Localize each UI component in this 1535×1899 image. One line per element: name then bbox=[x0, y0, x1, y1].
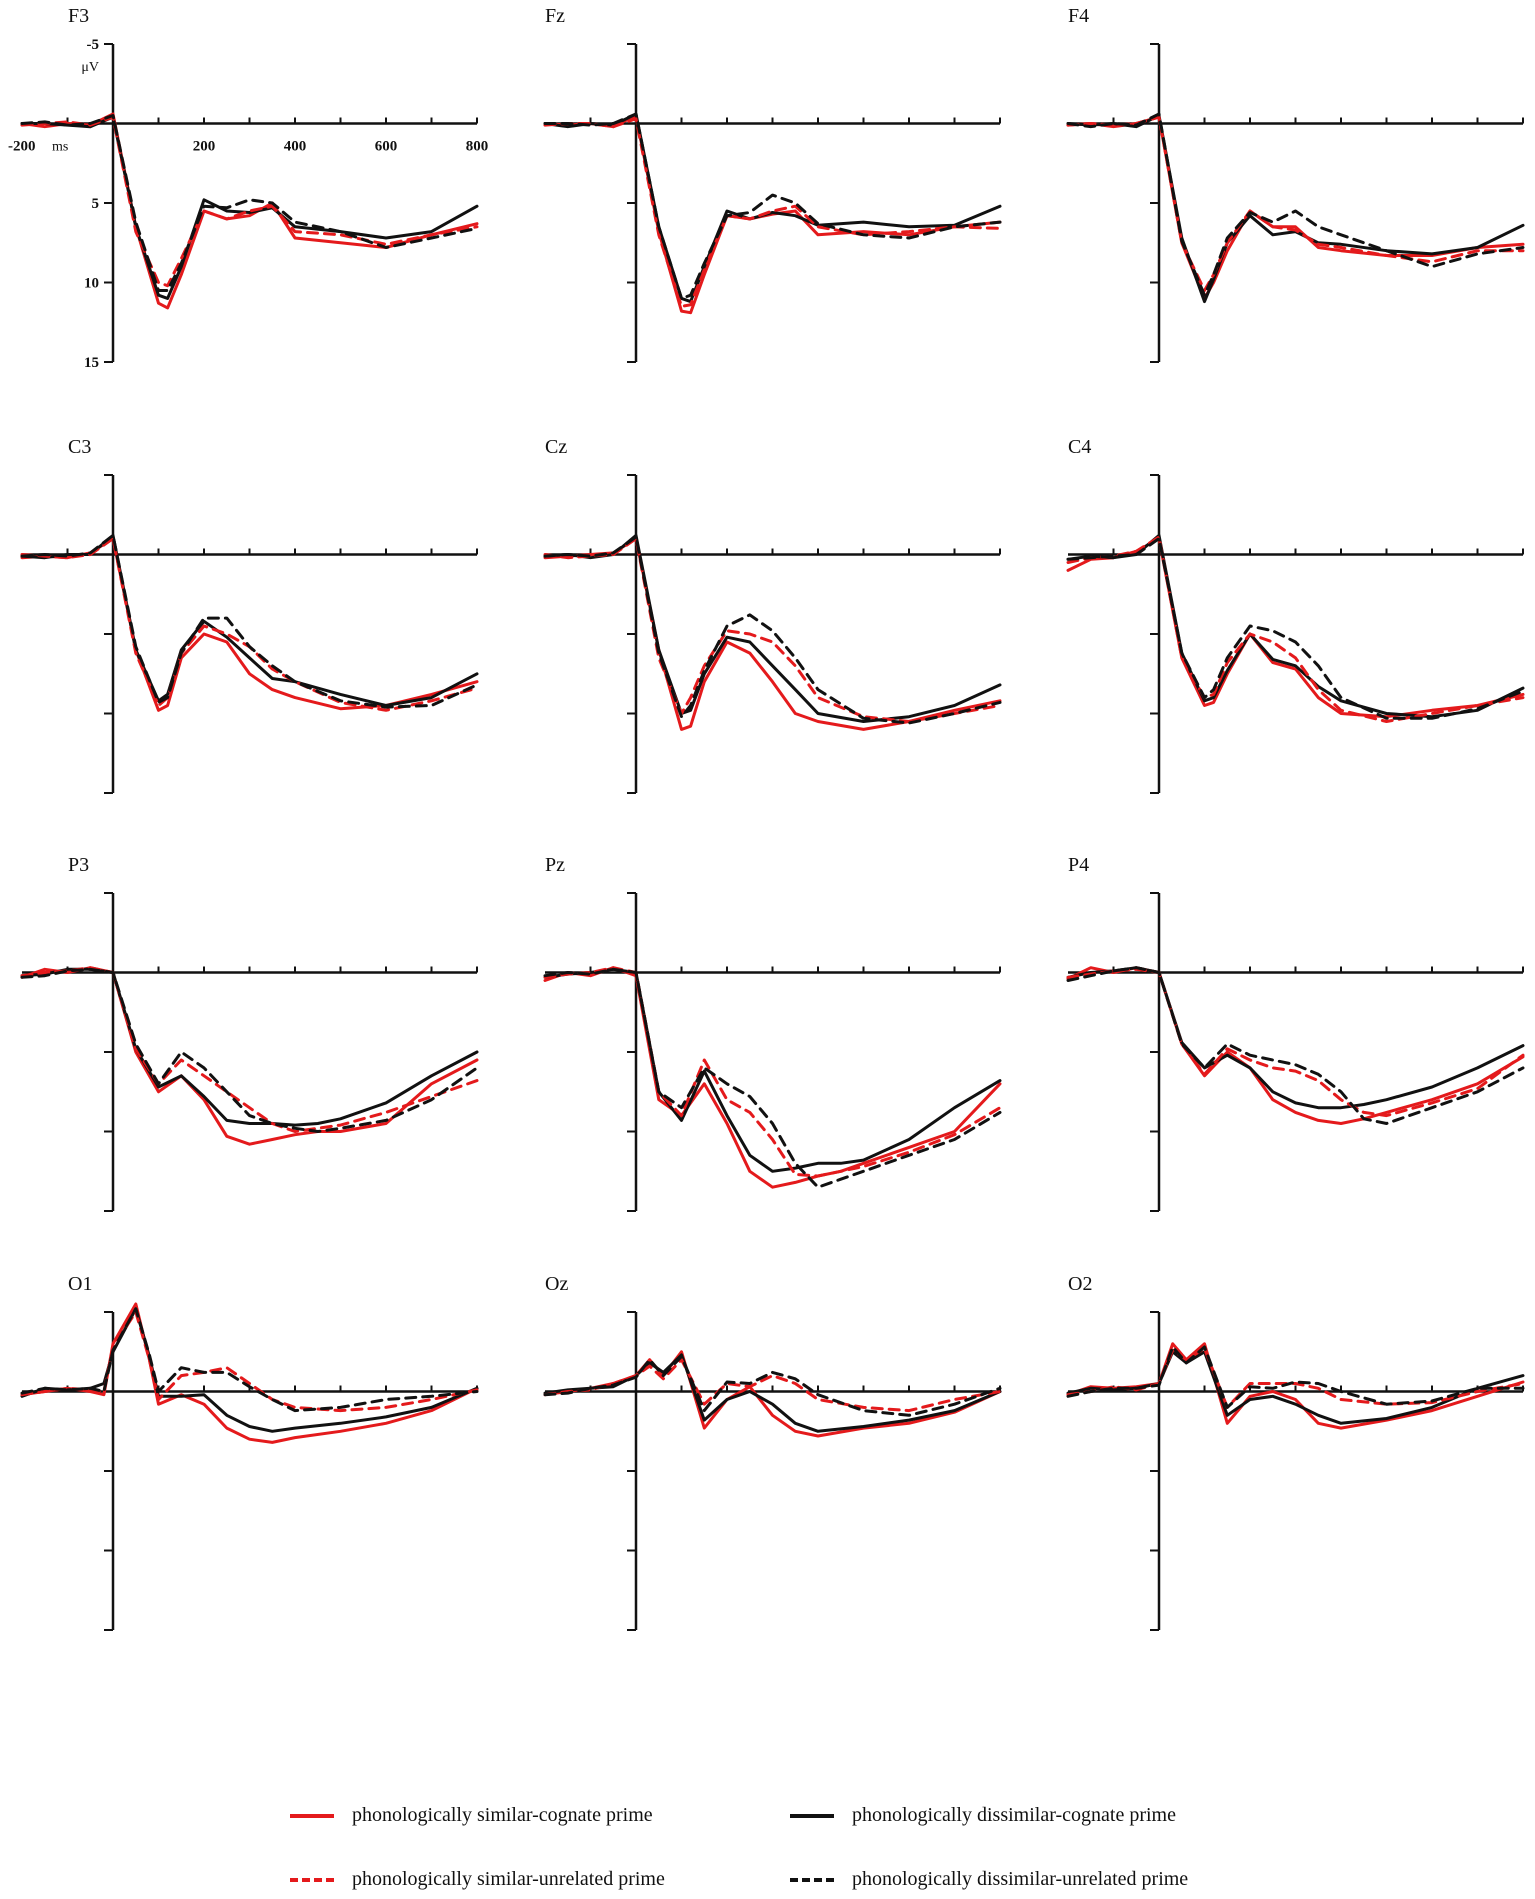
waveform-red-solid bbox=[20, 112, 479, 310]
waveform-black-solid bbox=[1066, 533, 1525, 719]
waveform-black-dashed bbox=[543, 112, 1002, 300]
waveform-red-solid bbox=[543, 966, 1002, 1189]
x-tick-label: 200 bbox=[193, 139, 216, 155]
waveform-black-dashed bbox=[543, 1355, 1002, 1417]
waveform-black-solid bbox=[1066, 966, 1525, 1110]
channel-label: O1 bbox=[68, 1273, 92, 1295]
waveform-black-dashed bbox=[20, 114, 479, 292]
waveform-red-solid bbox=[1066, 1342, 1525, 1430]
waveform-red-dashed bbox=[1066, 115, 1525, 292]
waveform-red-solid bbox=[543, 1350, 1002, 1438]
x-tick-label: 800 bbox=[466, 139, 489, 155]
waveform-red-dashed bbox=[1066, 967, 1525, 1118]
waveform-black-dashed bbox=[1066, 537, 1525, 720]
waveform-red-solid bbox=[543, 537, 1002, 731]
x-tick-label: 400 bbox=[284, 139, 307, 155]
erp-panel-p3: P3 bbox=[20, 854, 479, 1212]
legend-item-dissimilar-unrelated: phonologically dissimilar-unrelated prim… bbox=[790, 1868, 1188, 1891]
channel-label: F3 bbox=[68, 5, 89, 27]
legend-label-dissimilar-cognate: phonologically dissimilar-cognate prime bbox=[852, 1804, 1176, 1826]
erp-panel-o2: O2 bbox=[1066, 1273, 1525, 1631]
legend-item-similar-unrelated: phonologically similar-unrelated prime bbox=[290, 1868, 665, 1891]
waveform-black-solid bbox=[1066, 114, 1525, 304]
waveform-black-solid bbox=[20, 967, 479, 1127]
waveform-red-solid bbox=[20, 966, 479, 1146]
waveform-red-dashed bbox=[20, 537, 479, 712]
waveform-black-dashed bbox=[1066, 112, 1525, 297]
channel-label: Oz bbox=[545, 1273, 568, 1295]
x-tick-label: -200 bbox=[8, 139, 36, 155]
waveform-red-dashed bbox=[20, 966, 479, 1133]
y-tick-label: 5 bbox=[92, 196, 100, 212]
channel-label: C4 bbox=[1068, 436, 1091, 458]
y-tick-label: 10 bbox=[84, 276, 99, 292]
waveform-black-solid bbox=[543, 1353, 1002, 1433]
erp-panel-pz: Pz bbox=[543, 854, 1002, 1212]
legend-swatch-red-dashed bbox=[290, 1877, 334, 1882]
waveform-black-dashed bbox=[20, 967, 479, 1133]
waveform-black-dashed bbox=[20, 533, 479, 709]
waveform-black-dashed bbox=[1066, 1345, 1525, 1409]
legend: phonologically similar-cognate prime pho… bbox=[0, 1770, 1535, 1899]
waveform-black-dashed bbox=[1066, 966, 1525, 1125]
legend-item-similar-cognate: phonologically similar-cognate prime bbox=[290, 1804, 653, 1827]
erp-panel-cz: Cz bbox=[543, 436, 1002, 794]
waveform-red-solid bbox=[20, 1302, 479, 1444]
waveform-red-dashed bbox=[20, 1310, 479, 1413]
legend-item-dissimilar-cognate: phonologically dissimilar-cognate prime bbox=[790, 1804, 1176, 1827]
y-tick-label: -5 bbox=[87, 37, 100, 53]
erp-panel-c3: C3 bbox=[20, 436, 479, 794]
legend-swatch-red-solid bbox=[290, 1813, 334, 1818]
channel-label: Cz bbox=[545, 436, 567, 458]
waveform-black-solid bbox=[20, 115, 479, 300]
channel-label: C3 bbox=[68, 436, 91, 458]
channel-label: Pz bbox=[545, 854, 565, 876]
waveform-red-dashed bbox=[543, 117, 1002, 308]
waveform-black-solid bbox=[1066, 1350, 1525, 1425]
erp-panel-oz: Oz bbox=[543, 1273, 1002, 1631]
waveform-black-solid bbox=[543, 967, 1002, 1173]
waveform-black-solid bbox=[543, 533, 1002, 723]
channel-label: P3 bbox=[68, 854, 89, 876]
channel-label: F4 bbox=[1068, 5, 1089, 27]
y-tick-label: 15 bbox=[84, 355, 99, 371]
erp-panel-c4: C4 bbox=[1066, 436, 1525, 794]
x-unit-label: ms bbox=[52, 140, 68, 155]
legend-swatch-black-dashed bbox=[790, 1877, 834, 1882]
waveform-black-dashed bbox=[543, 967, 1002, 1189]
erp-panel-o1: O1 bbox=[20, 1273, 479, 1631]
waveform-red-solid bbox=[20, 537, 479, 712]
legend-swatch-black-solid bbox=[790, 1813, 834, 1818]
erp-panel-f3: F3 -5 5 10 15 μV -200 200 400 600 800 ms bbox=[8, 5, 488, 371]
waveform-red-dashed bbox=[1066, 535, 1525, 723]
channel-label: P4 bbox=[1068, 854, 1089, 876]
x-tick-label: 600 bbox=[375, 139, 398, 155]
erp-panel-f4: F4 bbox=[1066, 5, 1525, 363]
waveform-red-solid bbox=[543, 114, 1002, 315]
erp-panel-p4: P4 bbox=[1066, 854, 1525, 1212]
channel-label: O2 bbox=[1068, 1273, 1092, 1295]
waveform-red-solid bbox=[1066, 966, 1525, 1125]
erp-panel-fz: Fz bbox=[543, 5, 1002, 363]
waveform-red-dashed bbox=[20, 115, 479, 288]
waveform-black-dashed bbox=[20, 1307, 479, 1413]
waveform-red-dashed bbox=[543, 537, 1002, 723]
y-unit-label: μV bbox=[81, 60, 99, 75]
waveform-red-solid bbox=[1066, 115, 1525, 300]
waveform-red-dashed bbox=[543, 966, 1002, 1178]
waveform-black-solid bbox=[543, 112, 1002, 304]
waveform-red-dashed bbox=[543, 1358, 1002, 1413]
legend-label-similar-cognate: phonologically similar-cognate prime bbox=[352, 1804, 653, 1826]
legend-label-similar-unrelated: phonologically similar-unrelated prime bbox=[352, 1868, 665, 1890]
waveform-black-solid bbox=[20, 533, 479, 707]
legend-label-dissimilar-unrelated: phonologically dissimilar-unrelated prim… bbox=[852, 1868, 1189, 1890]
channel-label: Fz bbox=[545, 5, 565, 27]
waveform-black-dashed bbox=[543, 535, 1002, 725]
waveform-black-solid bbox=[20, 1307, 479, 1433]
waveform-red-solid bbox=[1066, 537, 1525, 719]
